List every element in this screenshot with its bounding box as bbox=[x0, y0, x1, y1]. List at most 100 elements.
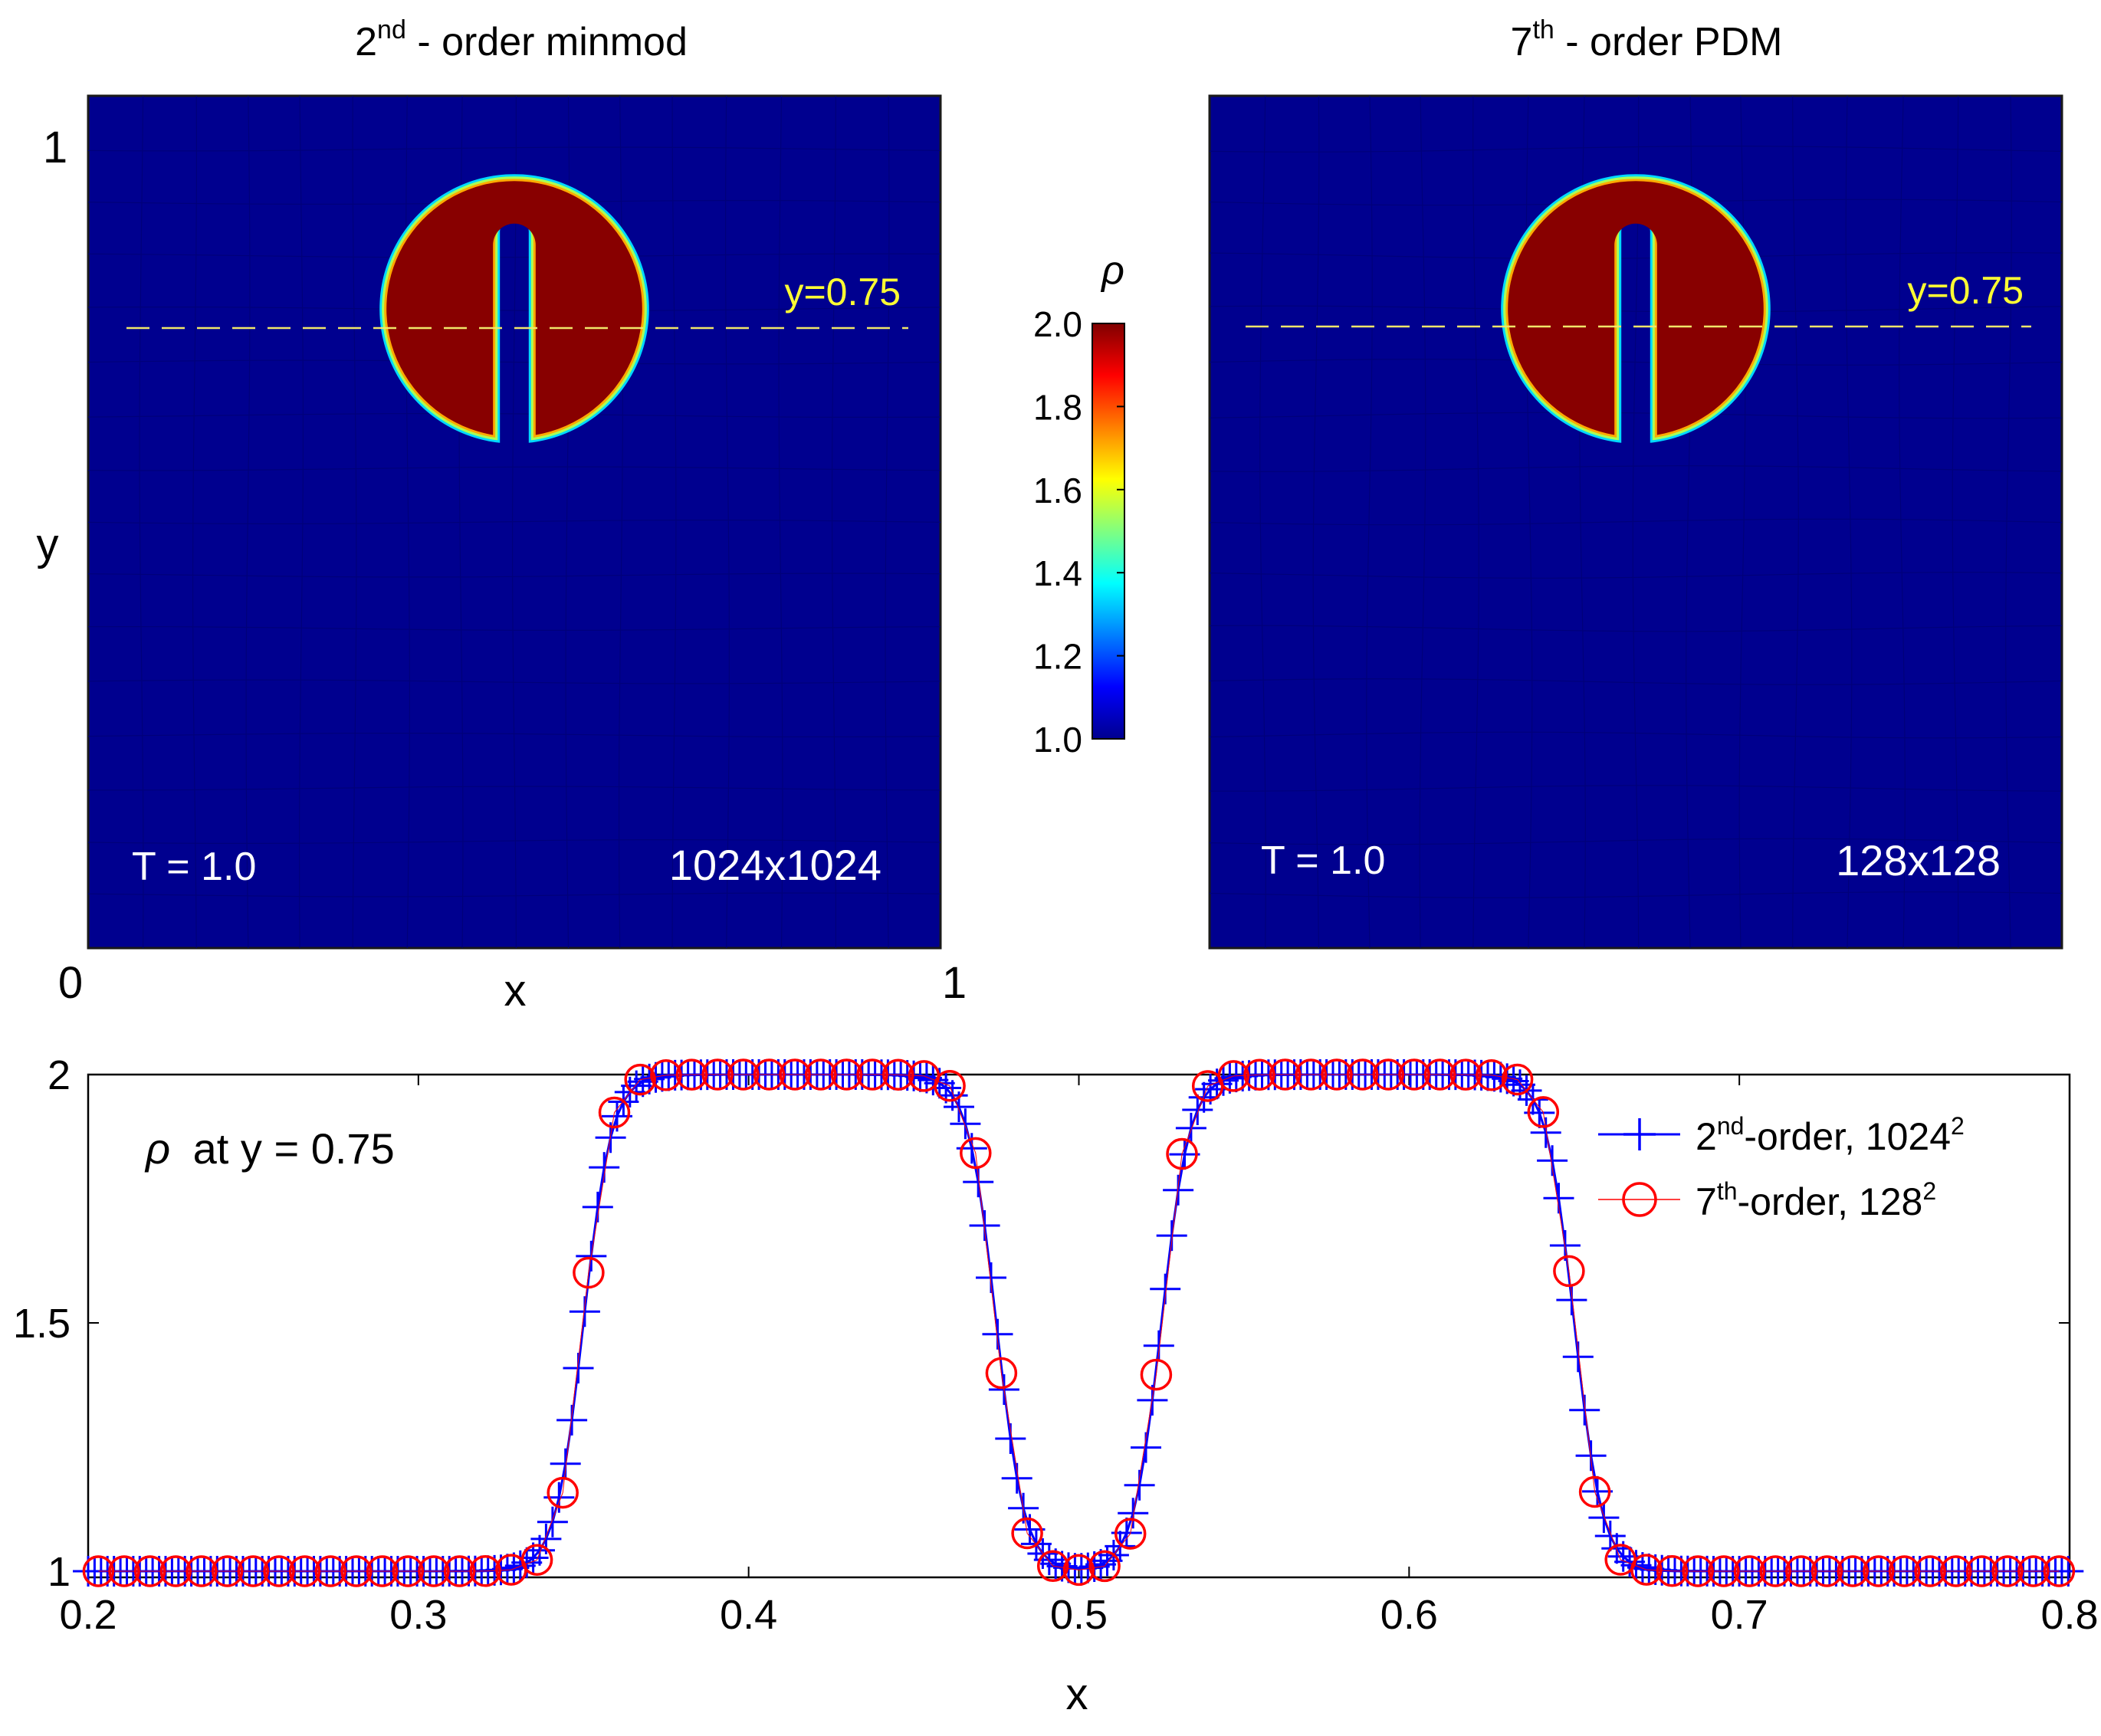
heatmap-left-mesh bbox=[87, 95, 941, 949]
heatmap-right-field bbox=[1501, 174, 1771, 443]
series-2nd-order-point bbox=[1620, 1550, 1652, 1581]
mesh-line-h bbox=[1209, 678, 2063, 685]
series-7th-order-point bbox=[1321, 1058, 1353, 1091]
mesh-line-h bbox=[1209, 465, 2063, 472]
mesh-line-h bbox=[1209, 731, 2063, 739]
x-tick-label: 0.7 bbox=[1711, 1592, 1768, 1638]
colorbar-tick-label: 1.4 bbox=[1033, 553, 1082, 593]
series-7th-order-point bbox=[418, 1555, 450, 1587]
mesh-line-v bbox=[1899, 95, 1906, 949]
mesh-line-h bbox=[87, 839, 941, 844]
series-7th-order-point bbox=[1449, 1058, 1482, 1091]
series-7th-order-point bbox=[985, 1357, 1018, 1390]
series-7th-order-point bbox=[1759, 1555, 1791, 1587]
series-7th-order-point bbox=[573, 1256, 605, 1289]
series-2nd-order-point bbox=[1594, 1521, 1626, 1551]
x-tick-label: 0.8 bbox=[2040, 1592, 2098, 1638]
series-7th-order-point bbox=[1476, 1059, 1508, 1091]
mesh-line-h bbox=[87, 679, 941, 684]
series-7th-order-point bbox=[1810, 1555, 1843, 1587]
mesh-line-h bbox=[87, 146, 941, 152]
heatmap-left: 2nd - order minmod y=0.75 T = 1.0 1024x1… bbox=[37, 15, 967, 1016]
series-2nd-order-point bbox=[1530, 1117, 1561, 1148]
mesh-line-v bbox=[1366, 95, 1373, 949]
series-7th-order-point bbox=[211, 1555, 244, 1587]
mesh-line-v bbox=[1792, 95, 1799, 949]
slotted-disk-core bbox=[386, 181, 642, 435]
mesh-line-h bbox=[1209, 518, 2063, 526]
x-tick-label: 0.3 bbox=[389, 1592, 447, 1638]
series-7th-order-point bbox=[1837, 1555, 1869, 1587]
mesh-line-v bbox=[352, 95, 357, 949]
series-7th-order-line bbox=[98, 1074, 2060, 1572]
series-7th-order-point bbox=[1708, 1555, 1740, 1587]
mesh-line-h bbox=[87, 307, 941, 311]
series-7th-order-point bbox=[701, 1058, 734, 1091]
colorbar-ticks: 1.0 1.2 1.4 1.6 1.8 2.0 bbox=[1033, 304, 1124, 760]
mesh-line-v bbox=[139, 95, 144, 949]
series-2nd-order-point bbox=[918, 1065, 949, 1096]
series-7th-order-point bbox=[1243, 1058, 1275, 1091]
series-7th-order-point bbox=[1785, 1555, 1817, 1587]
colorbar-tick-label: 2.0 bbox=[1033, 304, 1082, 344]
mesh-line-h bbox=[87, 413, 941, 418]
mesh-line-v bbox=[2005, 95, 2012, 949]
heatmap-right-cut-label: y=0.75 bbox=[1907, 269, 2024, 312]
colorbar-label: ρ bbox=[1100, 248, 1124, 293]
legend-label-7th-order: 7th-order, 1282 bbox=[1696, 1177, 1936, 1223]
x-tick-label: 0.6 bbox=[1380, 1592, 1438, 1638]
series-2nd-order-point bbox=[1169, 1139, 1200, 1170]
mesh-line-h bbox=[1209, 572, 2063, 579]
mesh-line-v bbox=[299, 95, 304, 949]
series-7th-order-point bbox=[263, 1555, 295, 1587]
series-7th-order-point bbox=[1372, 1058, 1405, 1091]
series-7th-order-point bbox=[598, 1096, 631, 1129]
mesh-line-v bbox=[245, 95, 251, 949]
series-2nd-order-point bbox=[969, 1210, 1000, 1241]
series-7th-order-point bbox=[1114, 1518, 1147, 1550]
heatmap-right: 7th - order PDM y=0.75 T = 1.0 128x128 bbox=[1208, 15, 2063, 950]
series-7th-order-point bbox=[1062, 1554, 1095, 1587]
series-2nd-order-point bbox=[1601, 1533, 1633, 1564]
series-2nd-order-point bbox=[1582, 1475, 1613, 1507]
series-2nd-order-point bbox=[1208, 1065, 1239, 1096]
mesh-line-h bbox=[87, 625, 941, 632]
x-tick-label: 0.2 bbox=[59, 1592, 117, 1638]
series-7th-order-point bbox=[1578, 1475, 1611, 1508]
series-2nd-order-point bbox=[1588, 1502, 1620, 1534]
heatmap-left-grid-label: 1024x1024 bbox=[669, 841, 881, 889]
series-7th-order-point bbox=[2043, 1555, 2076, 1587]
series-7th-order-point bbox=[520, 1544, 553, 1576]
mesh-line-h bbox=[87, 520, 941, 524]
series-7th-order-point bbox=[1423, 1058, 1456, 1091]
colorbar-tick-label: 1.6 bbox=[1033, 471, 1082, 510]
series-7th-order-point bbox=[805, 1058, 837, 1091]
series-7th-order-point bbox=[547, 1476, 579, 1509]
heatmap-right-grid-label: 128x128 bbox=[1836, 836, 2001, 884]
mesh-line-h bbox=[87, 359, 941, 365]
series-7th-order-point bbox=[443, 1555, 476, 1587]
series-7th-order-point bbox=[1940, 1555, 1972, 1587]
line-chart-frame bbox=[87, 1073, 2071, 1579]
slotted-disk-core bbox=[1508, 181, 1764, 435]
heatmap-left-field bbox=[379, 174, 649, 443]
series-7th-order-point bbox=[340, 1555, 373, 1587]
series-7th-order-point bbox=[753, 1058, 786, 1091]
mesh-line-v bbox=[1419, 95, 1426, 949]
series-7th-order-point bbox=[882, 1058, 914, 1091]
colorbar-tick-label: 1.2 bbox=[1033, 637, 1082, 677]
series-7th-order-point bbox=[1088, 1550, 1121, 1583]
mesh-line-h bbox=[1209, 891, 2063, 898]
mesh-line-v bbox=[1259, 95, 1266, 949]
series-7th-order-point bbox=[830, 1058, 863, 1091]
y-tick-label: 1 bbox=[48, 1549, 71, 1595]
mesh-line-h bbox=[1210, 785, 2063, 792]
series-7th-order-point bbox=[1914, 1555, 1946, 1587]
mesh-line-h bbox=[1209, 412, 2063, 419]
series-7th-order-point bbox=[1888, 1555, 1921, 1587]
series-2nd-order-point bbox=[963, 1167, 994, 1198]
legend-marker-circle bbox=[1622, 1182, 1657, 1217]
series-7th-order-point bbox=[934, 1070, 966, 1102]
heatmap-left-xtick-1: 1 bbox=[942, 958, 967, 1008]
series-7th-order-point bbox=[1269, 1058, 1302, 1091]
